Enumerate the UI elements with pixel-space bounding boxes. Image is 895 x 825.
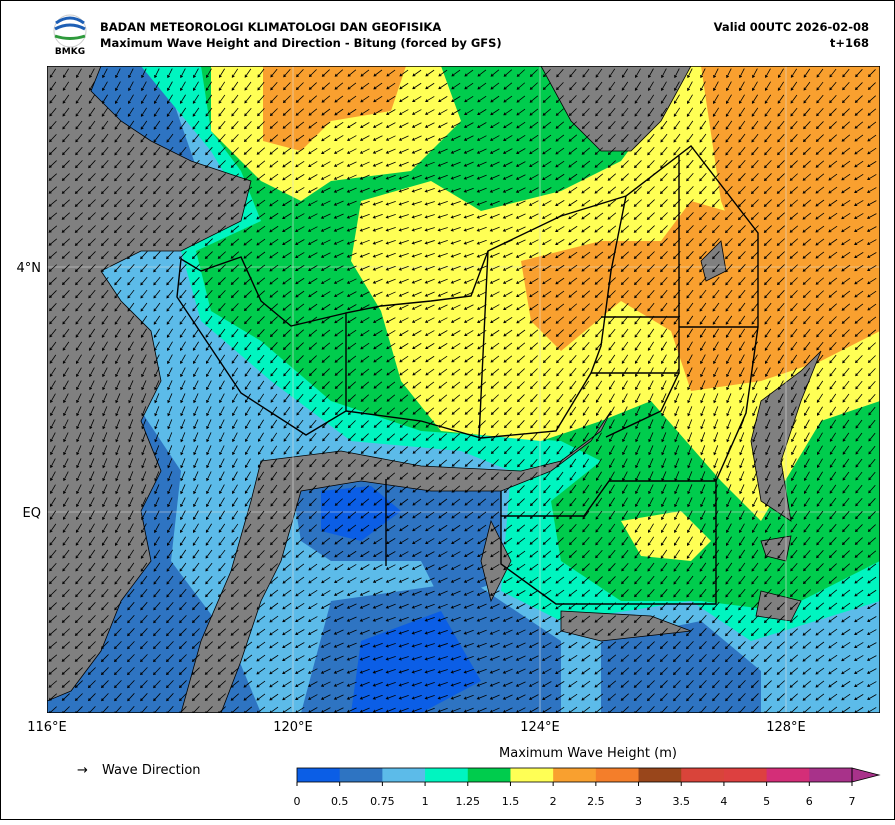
colorbar-label: 1.5 — [502, 795, 520, 808]
wave-zone — [621, 511, 711, 561]
legend-label: Wave Direction — [102, 763, 201, 778]
wave-zone — [601, 621, 761, 713]
lon-label: 128°E — [766, 720, 806, 735]
lon-label: 116°E — [27, 720, 67, 735]
colorbar: 0 0.5 0.75 1 1.25 1.5 2 2.5 3 3.5 4 5 6 7 — [294, 767, 881, 808]
land — [47, 66, 252, 702]
colorbar-title: Maximum Wave Height (m) — [499, 746, 677, 761]
colorbar-label: 3 — [635, 795, 642, 808]
colorbar-segment — [339, 768, 383, 782]
colorbar-segment — [809, 768, 853, 782]
wave-arrows — [48, 68, 877, 713]
colorbar-segment — [766, 768, 810, 782]
wave-zone — [521, 66, 880, 391]
legend-arrow: → — [77, 763, 88, 778]
map — [47, 66, 880, 713]
logo: BMKG — [53, 14, 87, 57]
land — [560, 610, 692, 642]
colorbar-label: 0 — [294, 795, 301, 808]
colorbar-segment — [681, 768, 725, 782]
colorbar-segment — [467, 768, 511, 782]
colorbar-segment — [425, 768, 469, 782]
colorbar-label: 2.5 — [587, 795, 605, 808]
colorbar-outline — [296, 767, 853, 783]
map-title: Maximum Wave Height and Direction - Bitu… — [100, 36, 502, 50]
colorbar-label: 2 — [550, 795, 557, 808]
colorbar-segment — [297, 768, 341, 782]
colorbar-label: 7 — [849, 795, 856, 808]
colorbar-label: 0.75 — [370, 795, 395, 808]
colorbar-label: 0.5 — [331, 795, 349, 808]
colorbar-label: 3.5 — [672, 795, 690, 808]
graticule — [47, 66, 880, 713]
colorbar-label: 1 — [422, 795, 429, 808]
colorbar-segment — [638, 768, 682, 782]
lon-label: 120°E — [273, 720, 313, 735]
lat-label: 4°N — [17, 261, 42, 276]
lon-label: 124°E — [520, 720, 560, 735]
org-name: BADAN METEOROLOGI KLIMATOLOGI DAN GEOFIS… — [100, 20, 441, 34]
valid-time: Valid 00UTC 2026-02-08 — [714, 20, 869, 34]
wave-zone — [351, 611, 481, 713]
colorbar-segment — [595, 768, 640, 782]
colorbar-extension — [851, 767, 881, 783]
colorbar-segment — [382, 768, 426, 782]
land — [480, 519, 512, 603]
colorbar-label: 1.25 — [456, 795, 481, 808]
region-boundaries — [176, 145, 759, 605]
colorbar-segment — [510, 768, 554, 782]
colorbar-label: 5 — [763, 795, 770, 808]
colorbar-label: 6 — [806, 795, 813, 808]
colorbar-label: 4 — [720, 795, 727, 808]
lat-label: EQ — [23, 506, 41, 521]
logo-text: BMKG — [55, 47, 85, 57]
forecast-step: t+168 — [830, 36, 869, 50]
land — [540, 66, 692, 152]
colorbar-segment — [723, 768, 768, 782]
colorbar-segment — [553, 768, 597, 782]
